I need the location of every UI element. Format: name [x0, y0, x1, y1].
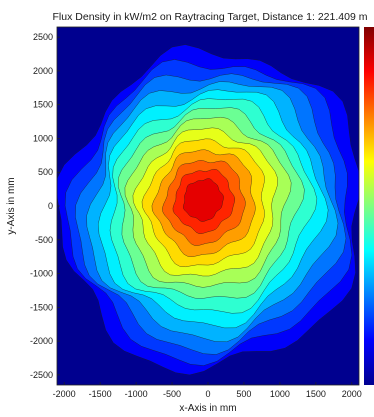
y-tick-group: -2500 -2000 -1500 -1000 -500 0 500 1000 1500 2000… [30, 32, 60, 380]
y-tick-label: 500 [38, 167, 53, 177]
y-tick-label: -1000 [30, 269, 53, 279]
y-tick-label: 0 [48, 201, 53, 211]
x-tick-group: -2000 -1500 -1000 -500 0 500 1000 1500 2000 [53, 382, 362, 399]
x-tick-label: 1500 [306, 389, 326, 399]
x-tick-label: -2000 [53, 389, 76, 399]
contour-band [183, 178, 224, 222]
y-tick-label: -2000 [30, 336, 53, 346]
x-tick-label: -500 [163, 389, 181, 399]
y-tick-label: 2000 [33, 66, 53, 76]
y-tick-label: -2500 [30, 370, 53, 380]
x-tick-label: 2000 [342, 389, 362, 399]
x-axis-label: x-Axis in mm [179, 403, 236, 414]
x-tick-label: -1000 [125, 389, 148, 399]
y-tick-label: -500 [35, 235, 53, 245]
y-tick-label: 2500 [33, 32, 53, 42]
y-axis-label: y-Axis in mm [6, 177, 17, 234]
x-tick-label: 0 [205, 389, 210, 399]
x-tick-label: -1500 [89, 389, 112, 399]
x-tick-label: 1000 [270, 389, 290, 399]
y-tick-label: -1500 [30, 302, 53, 312]
x-tick-label: 500 [236, 389, 251, 399]
colorbar [364, 27, 374, 385]
chart-title: Flux Density in kW/m2 on Raytracing Targ… [53, 11, 368, 23]
y-tick-label: 1000 [33, 133, 53, 143]
heatmap-layer [57, 44, 359, 376]
y-tick-label: 1500 [33, 100, 53, 110]
